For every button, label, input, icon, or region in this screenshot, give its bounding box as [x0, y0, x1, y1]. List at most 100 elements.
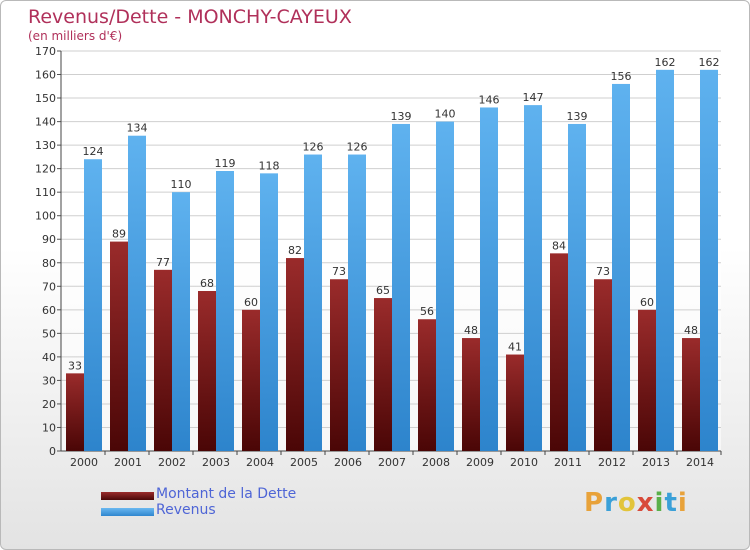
logo-letter: o — [617, 488, 637, 518]
y-tick-label: 140 — [35, 116, 56, 129]
bar-revenus — [216, 171, 234, 451]
x-tick-label: 2006 — [334, 456, 362, 469]
bar-debt — [594, 279, 612, 451]
bar-revenus — [524, 105, 542, 451]
y-tick-label: 40 — [42, 351, 56, 364]
data-label-debt: 73 — [332, 265, 346, 278]
data-label-debt: 56 — [420, 305, 434, 318]
data-label-revenus: 134 — [127, 122, 148, 135]
bar-debt — [638, 309, 656, 451]
bar-revenus — [260, 173, 278, 451]
data-label-debt: 73 — [596, 265, 610, 278]
bar-debt — [462, 338, 480, 451]
bar-debt — [198, 291, 216, 451]
legend-swatch-dette — [101, 492, 154, 500]
y-tick-label: 50 — [42, 327, 56, 340]
bar-revenus — [568, 123, 586, 452]
bar-revenus — [84, 159, 102, 451]
y-tick-label: 90 — [42, 233, 56, 246]
y-tick-label: 120 — [35, 163, 56, 176]
y-tick-label: 150 — [35, 92, 56, 105]
legend-label-revenus: Revenus — [156, 502, 216, 518]
data-label-debt: 60 — [244, 296, 258, 309]
bar-debt — [550, 253, 568, 451]
data-label-debt: 60 — [640, 296, 654, 309]
x-tick-label: 2012 — [598, 456, 626, 469]
bar-debt — [330, 279, 348, 451]
data-label-debt: 89 — [112, 228, 126, 241]
bar-revenus — [172, 192, 190, 452]
bar-revenus — [480, 107, 498, 452]
data-label-debt: 65 — [376, 284, 390, 297]
data-label-revenus: 147 — [523, 91, 544, 104]
data-label-revenus: 162 — [655, 56, 676, 69]
data-label-debt: 33 — [68, 359, 82, 372]
bar-debt — [682, 338, 700, 451]
x-tick-label: 2013 — [642, 456, 670, 469]
data-label-revenus: 162 — [699, 56, 720, 69]
x-tick-label: 2001 — [114, 456, 142, 469]
y-tick-label: 170 — [35, 45, 56, 58]
chart-title: Revenus/Dette - MONCHY-CAYEUX — [28, 6, 352, 28]
bar-debt — [66, 373, 84, 451]
bar-revenus — [612, 83, 630, 452]
bar-revenus — [700, 69, 718, 451]
bar-debt — [506, 354, 524, 451]
legend-label-dette: Montant de la Dette — [156, 486, 297, 502]
logo-letter: i — [677, 488, 688, 518]
bar-revenus — [392, 123, 410, 452]
proxiti-logo: Proxiti — [584, 488, 688, 518]
x-tick-label: 2007 — [378, 456, 406, 469]
data-label-revenus: 126 — [347, 141, 368, 154]
logo-letter: i — [654, 488, 665, 518]
y-tick-label: 70 — [42, 280, 56, 293]
bar-revenus — [436, 121, 454, 452]
data-label-revenus: 110 — [171, 178, 192, 191]
data-label-debt: 82 — [288, 244, 302, 257]
data-label-revenus: 119 — [215, 157, 236, 170]
logo-letter: r — [604, 488, 618, 518]
logo-letter: P — [584, 488, 605, 518]
x-tick-label: 2002 — [158, 456, 186, 469]
data-label-debt: 41 — [508, 341, 522, 354]
legend-swatch-revenus — [101, 508, 154, 516]
data-label-revenus: 139 — [391, 110, 412, 123]
y-tick-label: 10 — [42, 421, 56, 434]
data-label-debt: 77 — [156, 256, 170, 269]
x-tick-label: 2014 — [686, 456, 714, 469]
x-tick-label: 2011 — [554, 456, 582, 469]
data-label-revenus: 118 — [259, 159, 280, 172]
bar-debt — [374, 298, 392, 451]
y-tick-label: 0 — [49, 445, 56, 458]
bar-debt — [286, 258, 304, 451]
y-tick-label: 160 — [35, 69, 56, 82]
data-label-debt: 68 — [200, 277, 214, 290]
x-tick-label: 2005 — [290, 456, 318, 469]
logo-letter: t — [664, 488, 678, 518]
y-tick-label: 110 — [35, 186, 56, 199]
y-tick-label: 80 — [42, 257, 56, 270]
bar-debt — [242, 309, 260, 451]
data-label-revenus: 140 — [435, 108, 456, 121]
y-tick-label: 100 — [35, 210, 56, 223]
data-label-debt: 48 — [684, 324, 698, 337]
data-label-revenus: 156 — [611, 70, 632, 83]
x-tick-label: 2010 — [510, 456, 538, 469]
x-tick-label: 2003 — [202, 456, 230, 469]
data-label-revenus: 124 — [83, 145, 104, 158]
y-tick-label: 130 — [35, 139, 56, 152]
x-tick-label: 2004 — [246, 456, 274, 469]
y-tick-label: 30 — [42, 374, 56, 387]
logo-letter: x — [636, 488, 655, 518]
y-tick-label: 20 — [42, 398, 56, 411]
x-tick-label: 2009 — [466, 456, 494, 469]
bar-debt — [154, 269, 172, 451]
chart-subtitle: (en milliers d'€) — [28, 29, 123, 43]
bar-revenus — [656, 69, 674, 451]
data-label-revenus: 146 — [479, 93, 500, 106]
data-label-revenus: 139 — [567, 110, 588, 123]
bar-revenus — [348, 154, 366, 451]
x-tick-label: 2008 — [422, 456, 450, 469]
bar-revenus — [304, 154, 322, 451]
